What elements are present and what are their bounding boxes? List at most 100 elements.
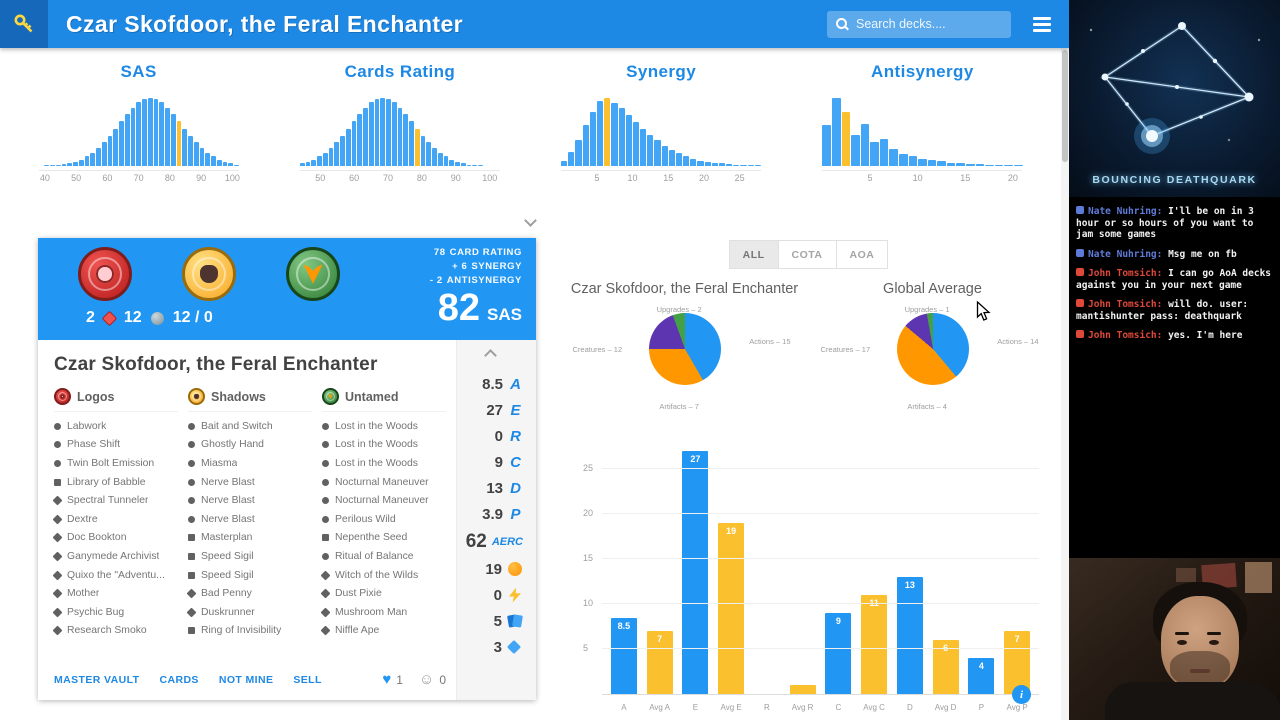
tab-cota[interactable]: COTA <box>778 240 837 269</box>
card-row[interactable]: Quixo the "Adventu... <box>52 566 188 585</box>
info-icon[interactable]: i <box>1012 685 1031 704</box>
card-row[interactable]: Doc Bookton <box>52 529 188 548</box>
key-logo[interactable] <box>0 0 48 48</box>
card-row[interactable]: Miasma <box>188 454 322 473</box>
card-row[interactable]: Mushroom Man <box>320 603 456 622</box>
creature-type-icon <box>186 588 197 599</box>
histogram-bar <box>78 160 84 166</box>
collapse-stats-chevron-icon[interactable] <box>483 347 497 365</box>
hero-stat-value: 12 <box>123 309 142 326</box>
card-row[interactable]: Dust Pixie <box>320 584 456 603</box>
card-row[interactable]: Mother <box>52 584 188 603</box>
histogram-bar <box>718 163 726 166</box>
card-row[interactable]: Phase Shift <box>54 436 188 455</box>
card-row[interactable]: Nocturnal Maneuver <box>322 491 456 510</box>
card-row[interactable]: Nerve Blast <box>188 491 322 510</box>
histogram-bar <box>391 102 397 166</box>
histogram-bar <box>985 165 994 166</box>
histogram-axis: 40 50 60 70 80 90 100 <box>38 170 240 184</box>
chat-username[interactable]: Nate Nuhring: <box>1088 206 1163 217</box>
card-row[interactable]: Bait and Switch <box>188 417 322 436</box>
card-row[interactable]: Witch of the Wilds <box>320 566 456 585</box>
axis-tick-label: 60 <box>102 173 113 183</box>
card-row[interactable]: Lost in the Woods <box>322 417 456 436</box>
histogram-bar <box>733 165 740 166</box>
card-name: Nerve Blast <box>201 513 255 525</box>
creature-type-icon <box>52 551 63 562</box>
search-input[interactable] <box>856 17 1002 31</box>
axis-tick-label: 20 <box>1007 173 1018 183</box>
deck-bar: 13 <box>896 577 923 694</box>
card-row[interactable]: Psychic Bug <box>52 603 188 622</box>
card-row[interactable]: Perilous Wild <box>322 510 456 529</box>
card-row[interactable]: Speed Sigil <box>188 547 322 566</box>
card-row[interactable]: Research Smoko <box>52 622 188 641</box>
card-row[interactable]: Ganymede Archivist <box>52 547 188 566</box>
sas-score: 82 SAS <box>430 289 522 327</box>
histogram-bar <box>747 165 754 166</box>
card-row[interactable]: Ghostly Hand <box>188 436 322 455</box>
card-row[interactable]: Nocturnal Maneuver <box>322 473 456 492</box>
chat-username[interactable]: John Tomsich: <box>1088 330 1163 341</box>
menu-icon[interactable] <box>1033 16 1051 32</box>
chat-username[interactable]: John Tomsich: <box>1088 299 1163 310</box>
card-row[interactable]: Library of Babble <box>54 473 188 492</box>
card-row[interactable]: Twin Bolt Emission <box>54 454 188 473</box>
search-box[interactable] <box>827 10 1011 38</box>
stat-row-p: 3.9 P <box>482 505 523 523</box>
card-row[interactable]: Spectral Tunneler <box>52 491 188 510</box>
scrollbar-thumb[interactable] <box>1062 50 1068 162</box>
wall-poster <box>1245 562 1272 593</box>
card-row[interactable]: Speed Sigil <box>188 566 322 585</box>
card-row[interactable]: Nerve Blast <box>188 473 322 492</box>
gridline: 5 <box>583 643 1039 653</box>
chat-username[interactable]: John Tomsich: <box>1088 268 1163 279</box>
gridline: 10 <box>583 598 1039 608</box>
axis-tick-label: 100 <box>224 173 240 183</box>
histogram-bar <box>182 129 188 166</box>
collapse-charts-chevron-icon[interactable] <box>524 212 537 230</box>
chat-badge-icon <box>1076 248 1084 257</box>
histogram-bar <box>130 108 136 166</box>
tab-all[interactable]: ALL <box>728 240 779 269</box>
footer-link-cards[interactable]: CARDS <box>159 673 199 686</box>
chat-username[interactable]: Nate Nuhring: <box>1088 248 1163 260</box>
axis-tick-label: 50 <box>71 173 82 183</box>
histogram-bar <box>937 161 946 166</box>
footer-link-not-mine[interactable]: NOT MINE <box>218 673 274 686</box>
histogram-bar <box>478 165 483 166</box>
histogram-bar <box>363 108 368 166</box>
card-row[interactable]: Dextre <box>52 510 188 529</box>
card-row[interactable]: Lost in the Woods <box>322 436 456 455</box>
smiley-icon: ☺ <box>418 671 435 688</box>
card-row[interactable]: Nepenthe Seed <box>322 529 456 548</box>
card-name: Duskrunner <box>201 606 255 618</box>
card-row[interactable]: Bad Penny <box>186 584 322 603</box>
card-row[interactable]: Lost in the Woods <box>322 454 456 473</box>
histogram-bar <box>55 165 61 166</box>
footer-link-sell[interactable]: SELL <box>293 673 322 686</box>
x-axis-label: E <box>692 703 699 712</box>
tab-aoa[interactable]: AOA <box>836 240 889 269</box>
page-scrollbar[interactable] <box>1061 48 1069 720</box>
footer-link-master-vault[interactable]: MASTER VAULT <box>54 673 140 686</box>
card-row[interactable]: Nerve Blast <box>188 510 322 529</box>
card-name: Ritual of Balance <box>335 550 414 562</box>
card-list: Lost in the Woods Lost in the Woods Lost i… <box>320 417 456 641</box>
card-name: Mother <box>67 588 100 600</box>
histogram-bar <box>107 136 113 166</box>
card-row[interactable]: Ritual of Balance <box>322 547 456 566</box>
global-average-pie-chart: Global Average Actions – 14 Creatures – 17… <box>817 281 1049 413</box>
heart-reaction[interactable]: ♥ 1 <box>382 671 403 688</box>
smiley-reaction[interactable]: ☺ 0 <box>419 671 446 688</box>
card-row[interactable]: Duskrunner <box>186 603 322 622</box>
card-row[interactable]: Masterplan <box>188 529 322 548</box>
card-name: Nocturnal Maneuver <box>335 495 429 507</box>
card-row[interactable]: Labwork <box>54 417 188 436</box>
histogram-bar <box>322 153 328 166</box>
histogram-bar <box>460 163 466 166</box>
card-row[interactable]: Ring of Invisibility <box>188 622 322 641</box>
card-row[interactable]: Niffle Ape <box>320 622 456 641</box>
chat-message: Nate Nuhring: I'll be on in 3 hour or so… <box>1076 206 1273 241</box>
deck-bar: 8.5 <box>610 617 637 694</box>
